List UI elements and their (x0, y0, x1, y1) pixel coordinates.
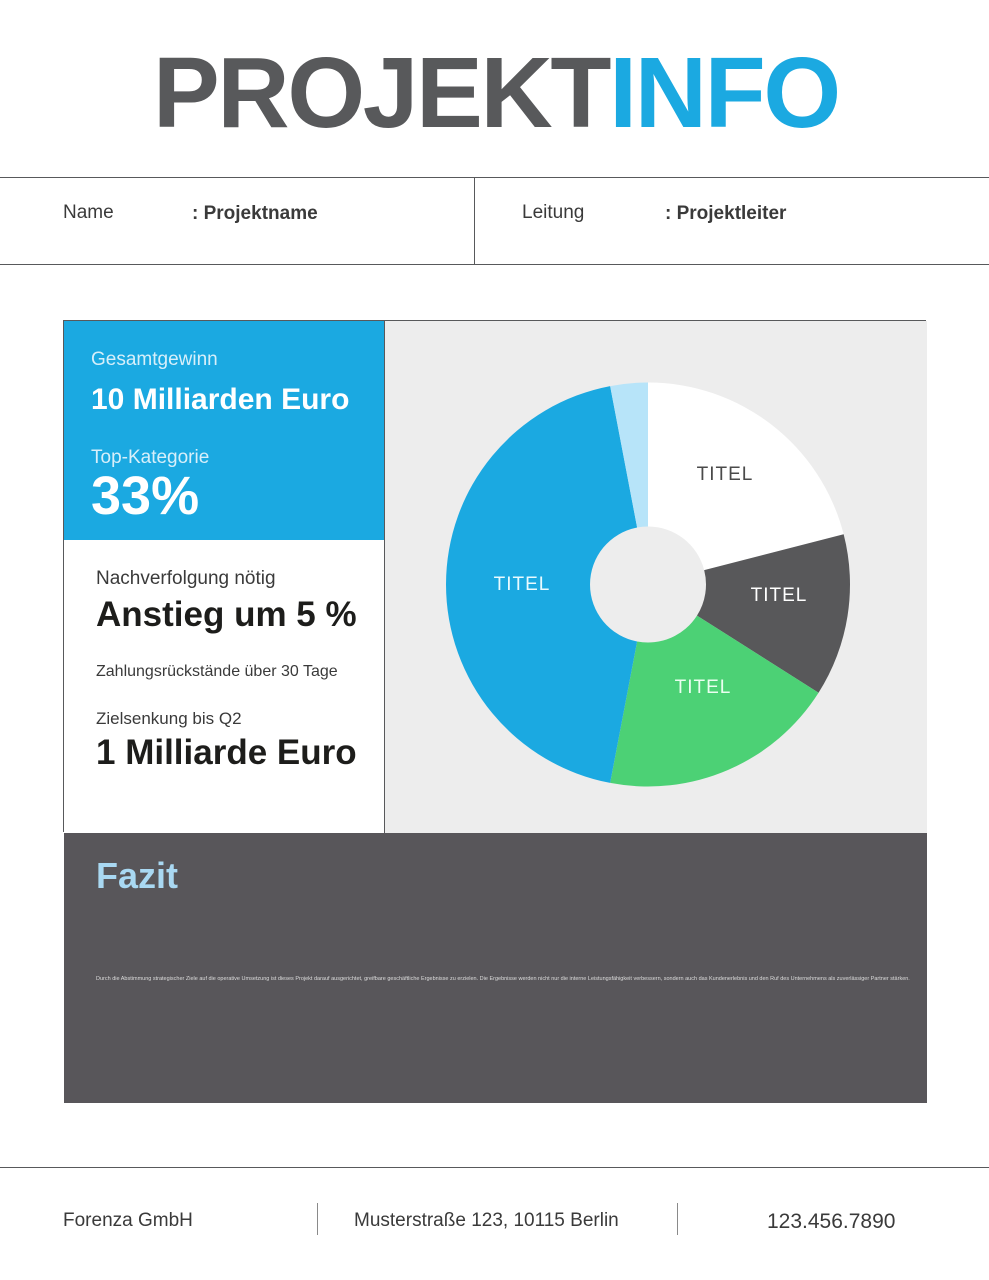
svg-text:TITEL: TITEL (697, 464, 754, 485)
svg-text:TITEL: TITEL (494, 574, 551, 595)
svg-text:TITEL: TITEL (675, 677, 732, 698)
svg-text:TITEL: TITEL (751, 585, 808, 606)
